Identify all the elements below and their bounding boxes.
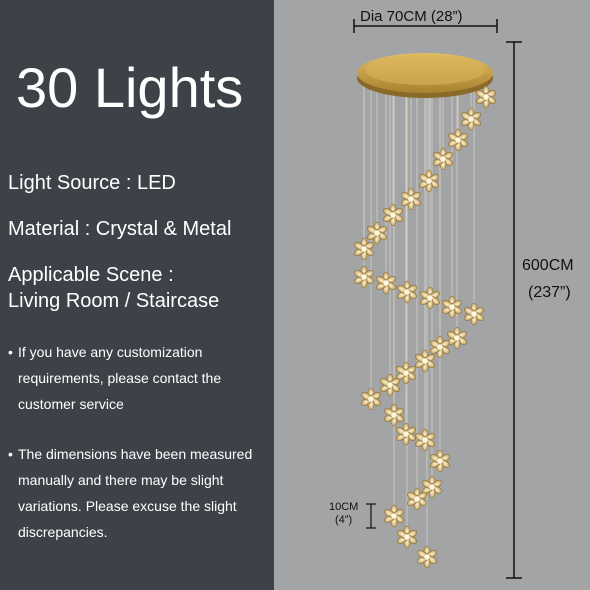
customization-note: • If you have any customization requirem… bbox=[8, 339, 268, 417]
crystal-flower-icon bbox=[475, 85, 497, 109]
crystal-flower-icon bbox=[400, 187, 422, 211]
diameter-dimension bbox=[353, 19, 498, 33]
height-cm-label: 600CM bbox=[522, 257, 574, 274]
crystal-flower-icon bbox=[429, 335, 451, 359]
crystal-flower-icon bbox=[395, 361, 417, 385]
bullet-icon: • bbox=[8, 344, 13, 360]
height-dimension bbox=[506, 41, 522, 579]
scene-spec-title: Applicable Scene : bbox=[8, 264, 174, 286]
crystal-flower-icon bbox=[432, 147, 454, 171]
height-in-label: (237”) bbox=[528, 284, 571, 301]
suspension-wires bbox=[363, 70, 487, 549]
pendant-in-label: (4”) bbox=[335, 514, 353, 526]
crystal-flower-icon bbox=[396, 280, 418, 304]
page-title: 30 Lights bbox=[16, 56, 244, 119]
crystal-flower-icon bbox=[463, 302, 485, 326]
crystal-flower-icon bbox=[353, 265, 375, 289]
crystal-flower-icon bbox=[414, 428, 436, 452]
crystal-flower-icon bbox=[414, 349, 436, 373]
scene-spec-value: Living Room / Staircase bbox=[8, 290, 220, 312]
crystal-flower-icon bbox=[460, 107, 482, 131]
pendant-size-dimension bbox=[366, 503, 376, 529]
material-spec: Material : Crystal & Metal bbox=[8, 218, 232, 240]
crystal-flower-icon bbox=[406, 487, 428, 511]
round-canopy-icon bbox=[357, 53, 493, 98]
crystal-flower-icon bbox=[416, 545, 438, 569]
pendant-group bbox=[353, 85, 497, 569]
crystal-flower-icon bbox=[447, 128, 469, 152]
crystal-flower-icon bbox=[383, 504, 405, 528]
crystal-flower-icon bbox=[396, 525, 418, 549]
light-source-spec: Light Source : LED bbox=[8, 172, 176, 194]
crystal-flower-icon bbox=[366, 221, 388, 245]
crystal-flower-icon bbox=[375, 271, 397, 295]
dimensions-note-text: The dimensions have been measured manual… bbox=[18, 446, 253, 540]
crystal-flower-icon bbox=[419, 286, 441, 310]
dimensions-note: • The dimensions have been measured manu… bbox=[8, 441, 268, 545]
crystal-flower-icon bbox=[418, 169, 440, 193]
pendant-cm-label: 10CM bbox=[329, 501, 359, 513]
crystal-flower-icon bbox=[446, 326, 468, 350]
diameter-label: Dia 70CM (28”) bbox=[360, 8, 463, 25]
crystal-flower-icon bbox=[353, 237, 375, 261]
crystal-flower-icon bbox=[421, 475, 443, 499]
spec-panel: 30 Lights Light Source : LED Material : … bbox=[0, 0, 274, 590]
crystal-flower-icon bbox=[429, 449, 451, 473]
crystal-flower-icon bbox=[441, 295, 463, 319]
bullet-icon: • bbox=[8, 446, 13, 462]
crystal-flower-icon bbox=[395, 422, 417, 446]
crystal-flower-icon bbox=[382, 203, 404, 227]
crystal-flower-icon bbox=[360, 387, 382, 411]
customization-note-text: If you have any customization requiremen… bbox=[18, 344, 222, 412]
crystal-flower-icon bbox=[383, 403, 405, 427]
crystal-flower-icon bbox=[379, 373, 401, 397]
